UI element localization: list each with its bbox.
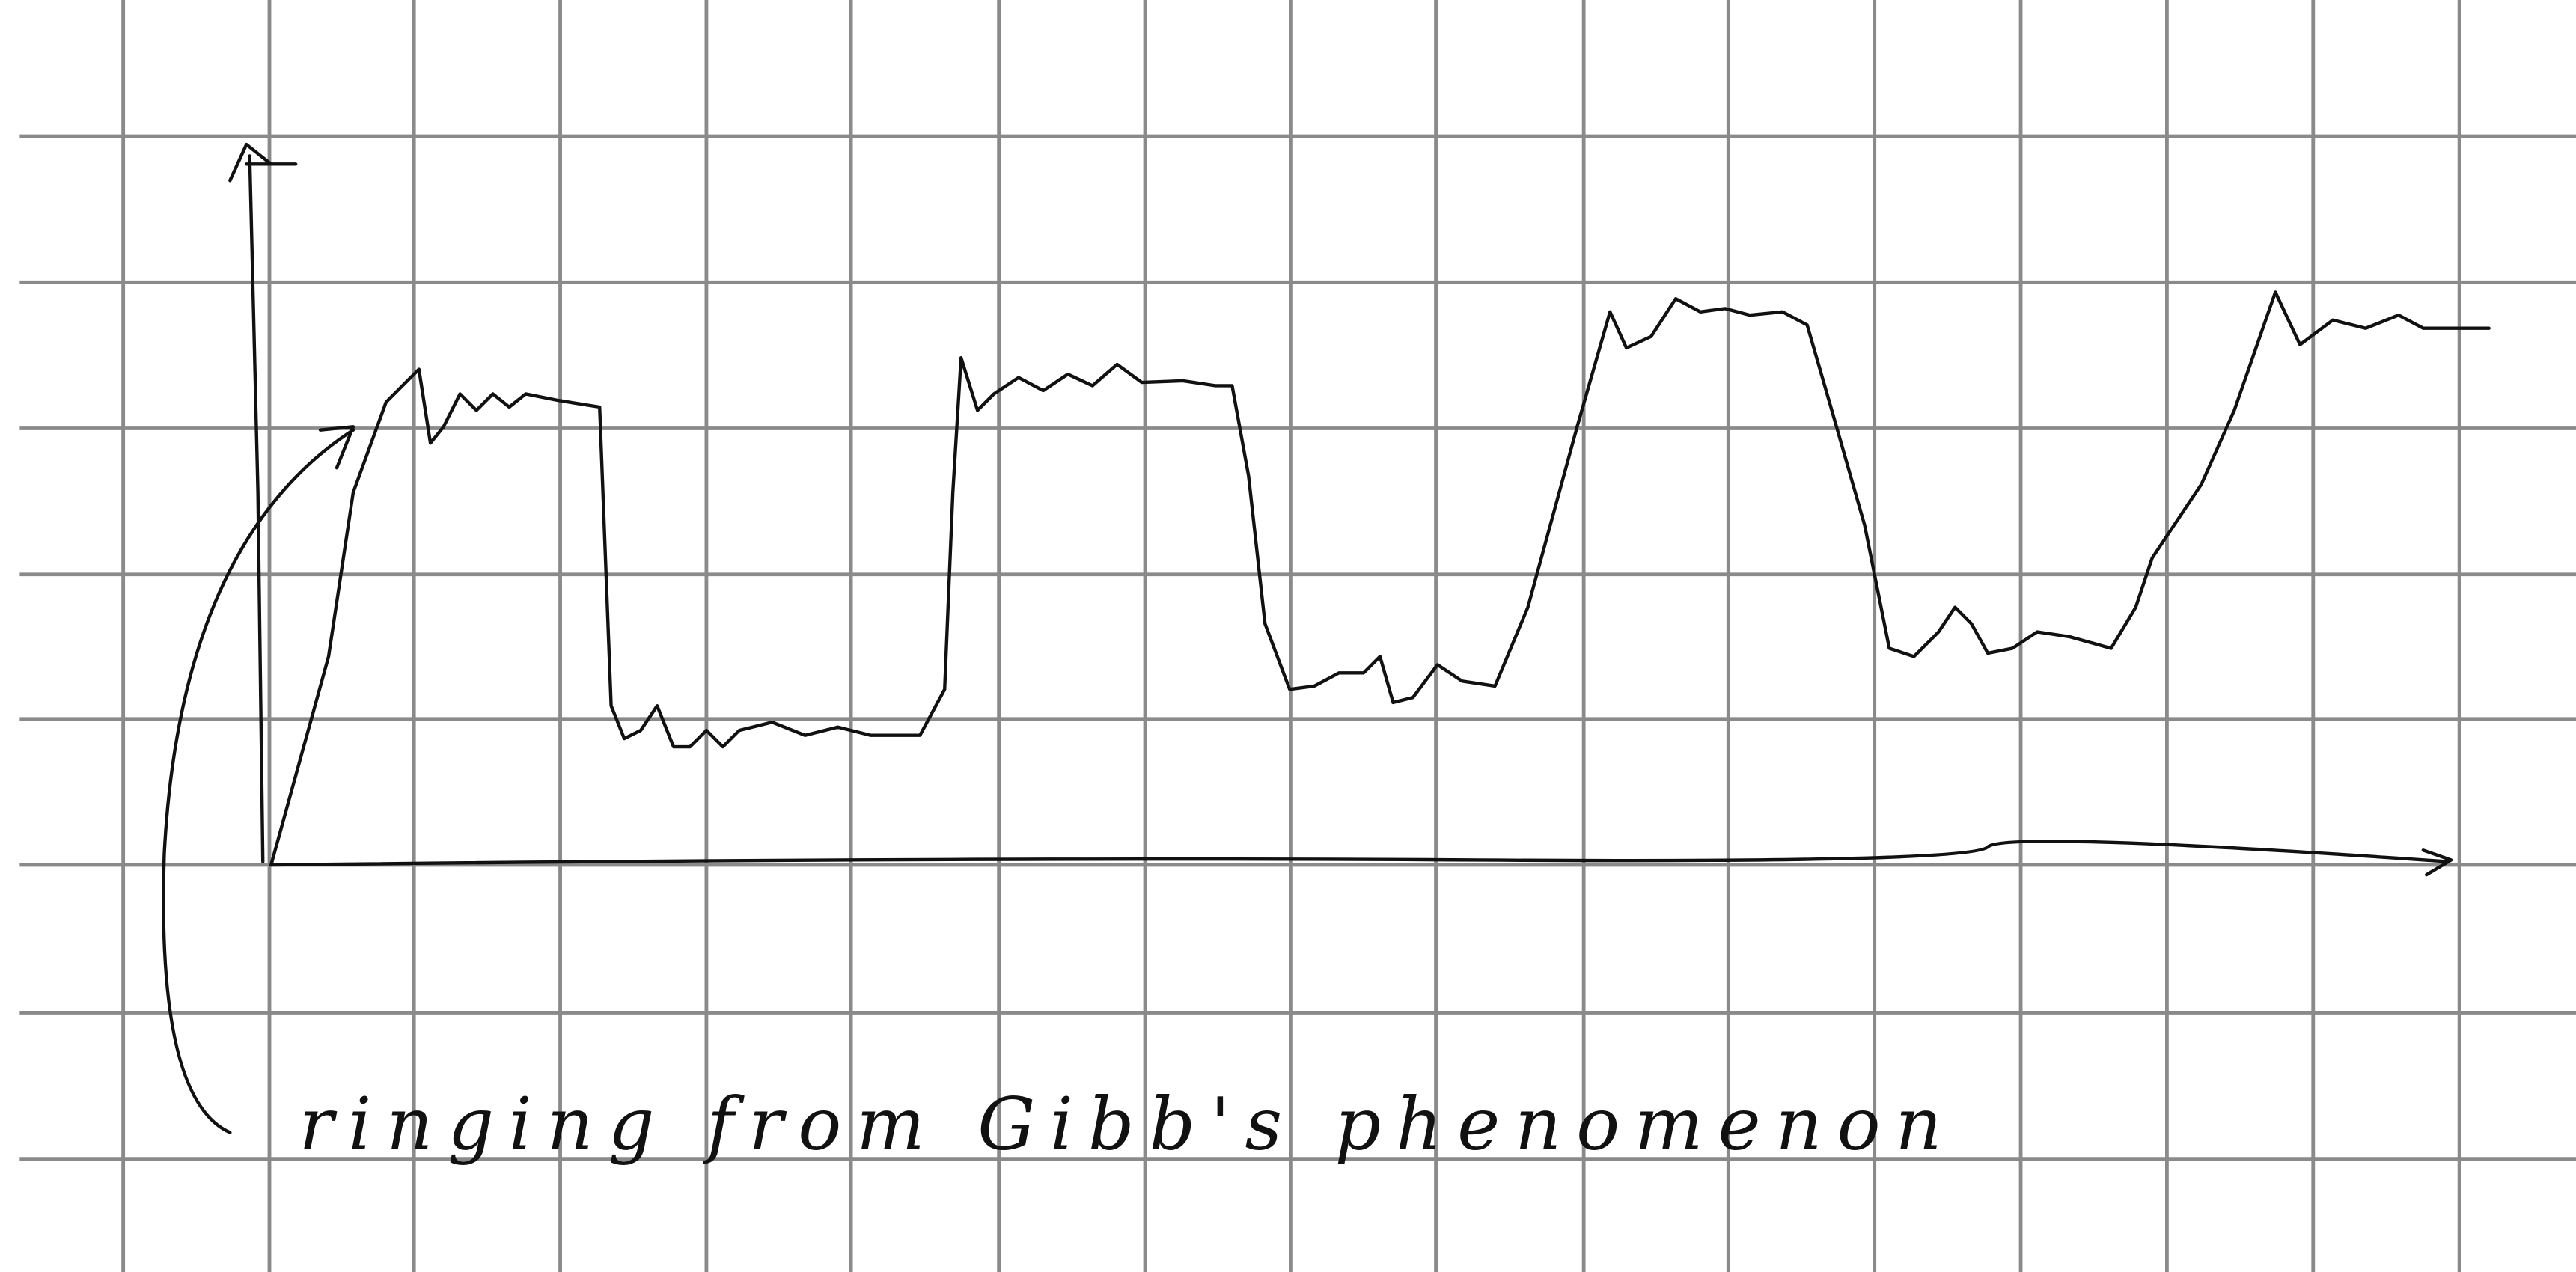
y-axis-arrow — [230, 144, 296, 180]
annotation: ringing from Gibb's phenomenon — [299, 1082, 1942, 1166]
sketch: ringing from Gibb's phenomenon — [0, 0, 2576, 1272]
page: Sketch {"annotation": "ringing from Gibb… — [0, 0, 2576, 1272]
axes — [230, 144, 2451, 875]
y-axis — [250, 156, 263, 861]
body: ringing from Gibb's phenomenon (() => { … — [0, 0, 2576, 1272]
x-axis — [271, 841, 2448, 865]
waveform — [271, 292, 2488, 865]
